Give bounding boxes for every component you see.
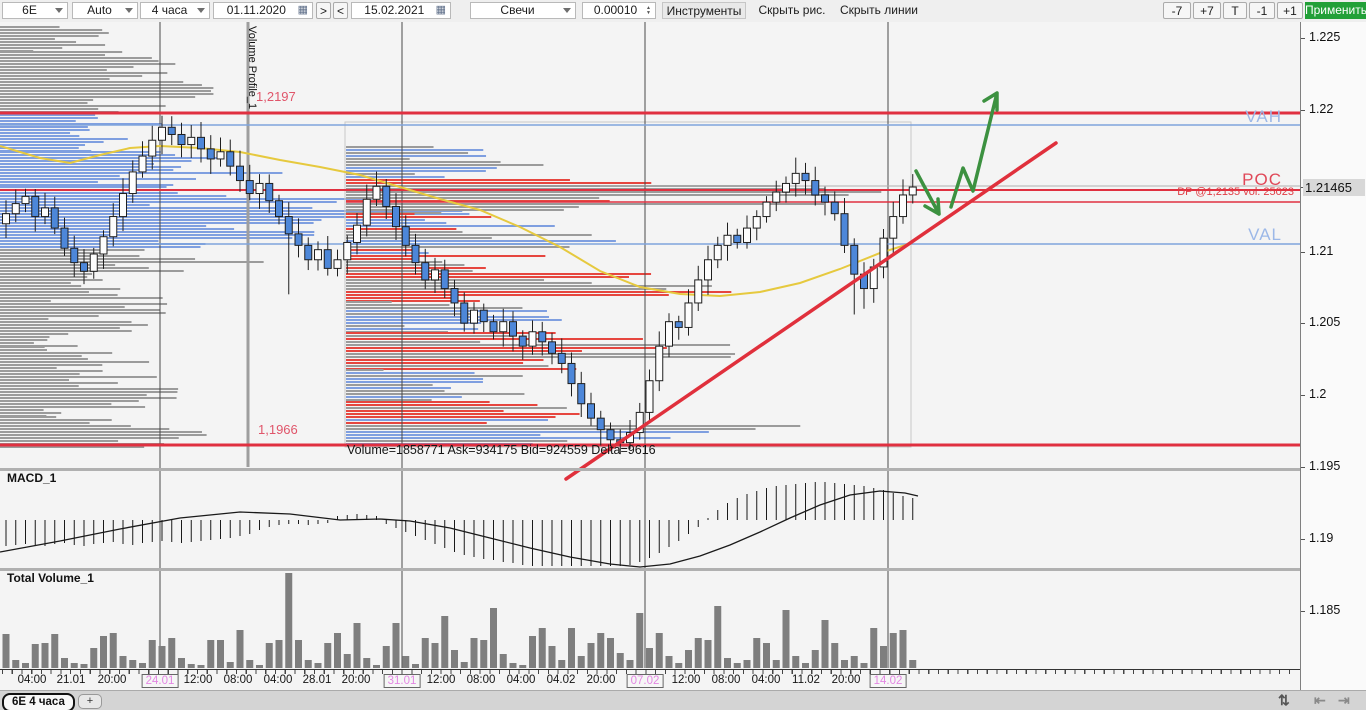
time-axis[interactable]: 04:00 21.01 20:00 24.01 12:00 08:00 04:00 28.01… (0, 669, 1300, 691)
timeframe-select[interactable]: 4 часа (140, 2, 210, 19)
poc-label: POC (1242, 170, 1282, 189)
time-label: 12:00 (671, 674, 701, 686)
time-label: 20:00 (341, 674, 371, 686)
chart-canvas[interactable] (0, 22, 1300, 668)
plus7-button[interactable]: +7 (1193, 2, 1221, 19)
mode-value: Auto (87, 3, 112, 17)
time-label: 11.02 (792, 674, 820, 686)
price-tick (1301, 323, 1305, 324)
chart-type-select[interactable]: Свечи (470, 2, 576, 19)
time-label: 28.01 (302, 674, 332, 686)
price-tick (1301, 252, 1305, 253)
plus1-button[interactable]: +1 (1277, 2, 1303, 19)
top-toolbar: 6E Auto 4 часа 01.11.2020 ▦ > < 15.02.20… (0, 0, 1366, 23)
time-label: 04:00 (506, 674, 536, 686)
chevron-down-icon (563, 8, 571, 13)
hide-drawings-button[interactable]: Скрыть рис. (758, 3, 826, 17)
dp-order-label: DP @1,2135 vol: 25023 (1177, 186, 1294, 198)
time-label: 08:00 (223, 674, 253, 686)
scroll-left-icon[interactable]: ⇤ (1314, 692, 1326, 708)
val-label: VAL (1248, 225, 1282, 244)
timeframe-value: 4 часа (151, 3, 188, 17)
price-label: 1.2 (1309, 387, 1327, 401)
price-tick (1301, 467, 1305, 468)
vah-label: VAH (1245, 107, 1282, 126)
price-label: 1.205 (1309, 315, 1341, 329)
chart-tab-6e-4h[interactable]: 6E 4 часа (2, 693, 75, 710)
chevron-down-icon (125, 8, 133, 13)
price-label: 1.195 (1309, 459, 1341, 473)
add-tab-button[interactable]: + (78, 694, 102, 709)
date-from-value: 01.11.2020 (226, 3, 286, 17)
price-tick (1301, 395, 1305, 396)
price-axis[interactable]: 1.225 1.22 1.21465 1.21 1.205 1.2 1.195 1.19 1.1… (1300, 22, 1366, 690)
step-spinner[interactable]: 0.00010 ▲ ▼ (582, 2, 656, 19)
time-label: 12:00 (183, 674, 213, 686)
price-tick (1301, 110, 1305, 111)
instruments-button[interactable]: Инструменты (662, 2, 746, 19)
spin-up-icon[interactable]: ▲ (646, 4, 651, 11)
hide-lines-button[interactable]: Скрыть линии (839, 3, 919, 17)
shift-forward-button[interactable]: > (316, 2, 331, 19)
step-value: 0.00010 (593, 3, 638, 17)
time-label: 04.02 (546, 674, 576, 686)
time-label: 08:00 (711, 674, 741, 686)
time-axis-ticks (2, 670, 1298, 674)
chevron-down-icon (197, 8, 205, 13)
panel-separator[interactable] (0, 568, 1300, 571)
calendar-icon[interactable]: ▦ (297, 4, 308, 16)
total-volume-panel-label: Total Volume_1 (7, 571, 94, 585)
time-label: 08:00 (466, 674, 496, 686)
price-tick (1301, 611, 1305, 612)
symbol-value: 6E (22, 3, 37, 17)
lower-level-price-label: 1,1966 (258, 422, 298, 437)
upper-level-price-label: 1,2197 (256, 89, 296, 104)
session-date-label: 24.01 (141, 674, 179, 688)
apply-button[interactable]: Применить (1305, 2, 1366, 19)
calendar-icon[interactable]: ▦ (435, 4, 446, 16)
price-label: 1.19 (1309, 531, 1334, 545)
session-date-label: 31.01 (383, 674, 421, 688)
price-tick (1301, 539, 1305, 540)
price-label: 1.225 (1309, 30, 1341, 44)
profile-stats-text: Volume=1858771 Ask=934175 Bid=924559 Del… (347, 443, 656, 457)
time-label: 21.01 (56, 674, 86, 686)
date-from-field[interactable]: 01.11.2020 ▦ (213, 2, 313, 19)
price-label: 1.185 (1309, 603, 1341, 617)
resize-icon[interactable]: ⇅ (1278, 692, 1290, 708)
panel-separator[interactable] (0, 468, 1300, 471)
price-label: 1.22 (1309, 102, 1334, 116)
macd-panel-label: MACD_1 (7, 471, 57, 485)
time-label: 20:00 (831, 674, 861, 686)
date-to-value: 15.02.2021 (364, 3, 425, 17)
minus1-button[interactable]: -1 (1249, 2, 1275, 19)
t-button[interactable]: T (1223, 2, 1247, 19)
time-label: 20:00 (586, 674, 616, 686)
time-label: 04:00 (263, 674, 293, 686)
price-label: 1.21 (1309, 244, 1334, 258)
chart-type-value: Свечи (500, 3, 535, 17)
time-label: 04:00 (751, 674, 781, 686)
session-date-label: 14.02 (869, 674, 907, 688)
time-label: 20:00 (97, 674, 127, 686)
time-label: 12:00 (426, 674, 456, 686)
time-label: 04:00 (17, 674, 47, 686)
minus7-button[interactable]: -7 (1163, 2, 1191, 19)
chevron-down-icon (55, 8, 63, 13)
spin-down-icon[interactable]: ▼ (646, 9, 651, 16)
date-to-field[interactable]: 15.02.2021 ▦ (351, 2, 451, 19)
bottom-tab-bar: 6E 4 часа + ⇅ ⇤ ⇥ (0, 690, 1366, 710)
price-tick (1301, 38, 1305, 39)
mode-select[interactable]: Auto (72, 2, 138, 19)
shift-back-button[interactable]: < (333, 2, 348, 19)
session-date-label: 07.02 (626, 674, 664, 688)
scroll-right-icon[interactable]: ⇥ (1338, 692, 1350, 708)
current-price-label: 1.21465 (1303, 179, 1365, 196)
symbol-select[interactable]: 6E (2, 2, 68, 19)
